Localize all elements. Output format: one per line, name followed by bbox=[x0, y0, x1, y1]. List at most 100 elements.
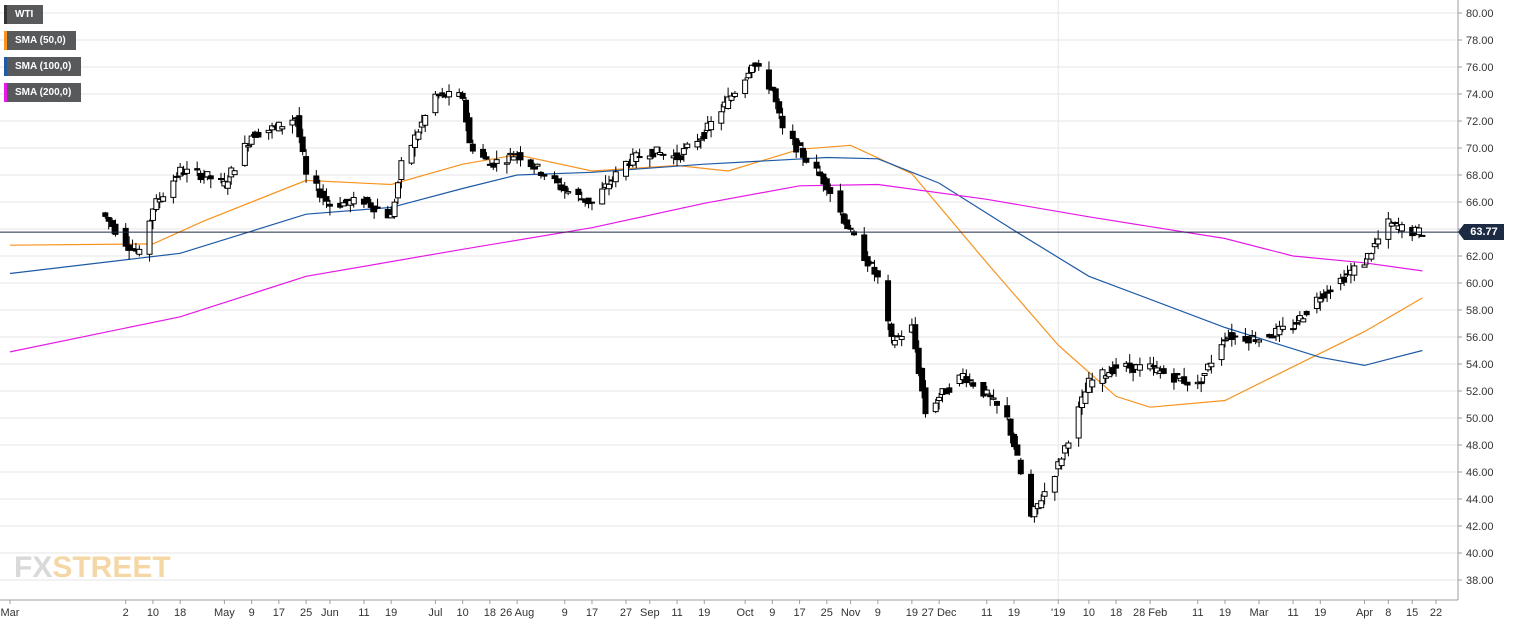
candle-body bbox=[919, 367, 926, 392]
candle-body bbox=[194, 168, 201, 171]
legend-label: SMA (200,0) bbox=[15, 87, 72, 98]
candle-body bbox=[1106, 371, 1113, 378]
x-tick-label: 17 bbox=[793, 607, 805, 619]
candle-body bbox=[320, 190, 327, 199]
candle-body bbox=[537, 171, 544, 176]
candle-body bbox=[231, 170, 238, 176]
x-tick-label: 19 bbox=[1008, 607, 1020, 619]
candle-body bbox=[1317, 298, 1324, 303]
x-tick-label: 9 bbox=[562, 607, 568, 619]
y-tick-label: 54.00 bbox=[1466, 359, 1494, 371]
y-tick-label: 44.00 bbox=[1466, 494, 1494, 506]
candle-body bbox=[1004, 405, 1011, 418]
candle-body bbox=[279, 126, 286, 130]
candle-body bbox=[1007, 418, 1014, 436]
candle-body bbox=[1150, 365, 1157, 368]
candle-body bbox=[303, 156, 310, 175]
candle-body bbox=[1198, 381, 1205, 385]
candle-body bbox=[1371, 243, 1378, 248]
candle-body bbox=[374, 206, 381, 209]
candle-body bbox=[888, 323, 895, 337]
candle-body bbox=[1296, 315, 1303, 322]
legend-item-sma50: SMA (50,0) bbox=[4, 31, 76, 50]
candle-body bbox=[1232, 335, 1239, 338]
candle-body bbox=[605, 183, 612, 190]
fxstreet-logo: FXSTREET bbox=[14, 551, 171, 585]
candle-body bbox=[680, 148, 687, 155]
candle-body bbox=[551, 175, 558, 180]
candle-body bbox=[323, 196, 330, 202]
candle-body bbox=[966, 379, 973, 382]
y-tick-label: 78.00 bbox=[1466, 35, 1494, 47]
candle-body bbox=[398, 160, 405, 181]
candle-body bbox=[731, 92, 738, 97]
candle-body bbox=[1031, 506, 1038, 518]
candle-body bbox=[980, 382, 987, 397]
x-tick-label: 11 bbox=[671, 607, 682, 619]
candle-body bbox=[697, 138, 704, 141]
candle-body bbox=[789, 130, 796, 140]
candle-body bbox=[1065, 442, 1072, 449]
y-tick-label: 50.00 bbox=[1466, 413, 1494, 425]
candle-body bbox=[503, 162, 510, 165]
candle-body bbox=[728, 95, 735, 101]
candle-body bbox=[585, 197, 592, 205]
candle-body bbox=[946, 387, 953, 393]
x-tick-label: 11 bbox=[981, 607, 992, 619]
candle-body bbox=[885, 280, 892, 322]
candle-body bbox=[1320, 293, 1327, 299]
candle-body bbox=[772, 88, 779, 103]
candle-body bbox=[408, 144, 415, 164]
candle-body bbox=[241, 142, 248, 166]
candle-body bbox=[105, 217, 112, 222]
candle-body bbox=[1341, 276, 1348, 283]
x-tick-label: 17 bbox=[586, 607, 598, 619]
y-tick-label: 38.00 bbox=[1466, 575, 1494, 587]
y-tick-label: 48.00 bbox=[1466, 440, 1494, 452]
candle-body bbox=[742, 79, 749, 94]
candle-body bbox=[653, 146, 660, 154]
candle-body bbox=[1038, 500, 1045, 509]
legend-item-sma100: SMA (100,0) bbox=[4, 57, 82, 76]
candle-body bbox=[840, 213, 847, 224]
candle-body bbox=[803, 157, 810, 163]
candle-body bbox=[748, 64, 755, 74]
candle-body bbox=[493, 159, 500, 164]
candle-body bbox=[350, 196, 357, 205]
logo-fx: FX bbox=[14, 551, 53, 584]
candle-body bbox=[153, 198, 160, 211]
candle-body bbox=[554, 178, 561, 184]
candle-body bbox=[813, 161, 820, 169]
candle-body bbox=[255, 131, 262, 138]
candle-body bbox=[1051, 476, 1058, 493]
candle-body bbox=[612, 171, 619, 183]
y-tick-label: 56.00 bbox=[1466, 332, 1494, 344]
candle-body bbox=[765, 69, 772, 90]
candle-body bbox=[183, 168, 190, 174]
candle-body bbox=[1303, 310, 1310, 316]
candle-body bbox=[218, 178, 225, 181]
candle-body bbox=[993, 400, 1000, 406]
candle-body bbox=[1014, 444, 1021, 456]
candle-body bbox=[1375, 238, 1382, 245]
candle-body bbox=[684, 143, 691, 149]
candle-body bbox=[394, 182, 401, 199]
x-tick-label: 9 bbox=[249, 607, 255, 619]
candle-body bbox=[480, 148, 487, 158]
candle-body bbox=[160, 196, 167, 202]
candle-body bbox=[1174, 373, 1181, 376]
candle-body bbox=[1300, 318, 1307, 323]
legend-item-sma200: SMA (200,0) bbox=[4, 83, 82, 102]
candle-body bbox=[1351, 265, 1358, 276]
candle-body bbox=[1245, 336, 1252, 344]
candle-body bbox=[126, 244, 133, 251]
candle-body bbox=[170, 180, 177, 198]
legend-swatch bbox=[4, 31, 7, 50]
candle-body bbox=[1075, 406, 1082, 439]
candle-body bbox=[868, 261, 875, 264]
candle-body bbox=[1266, 334, 1273, 338]
legend-label: SMA (100,0) bbox=[15, 61, 72, 72]
candle-body bbox=[575, 188, 582, 196]
candle-body bbox=[1082, 391, 1089, 404]
